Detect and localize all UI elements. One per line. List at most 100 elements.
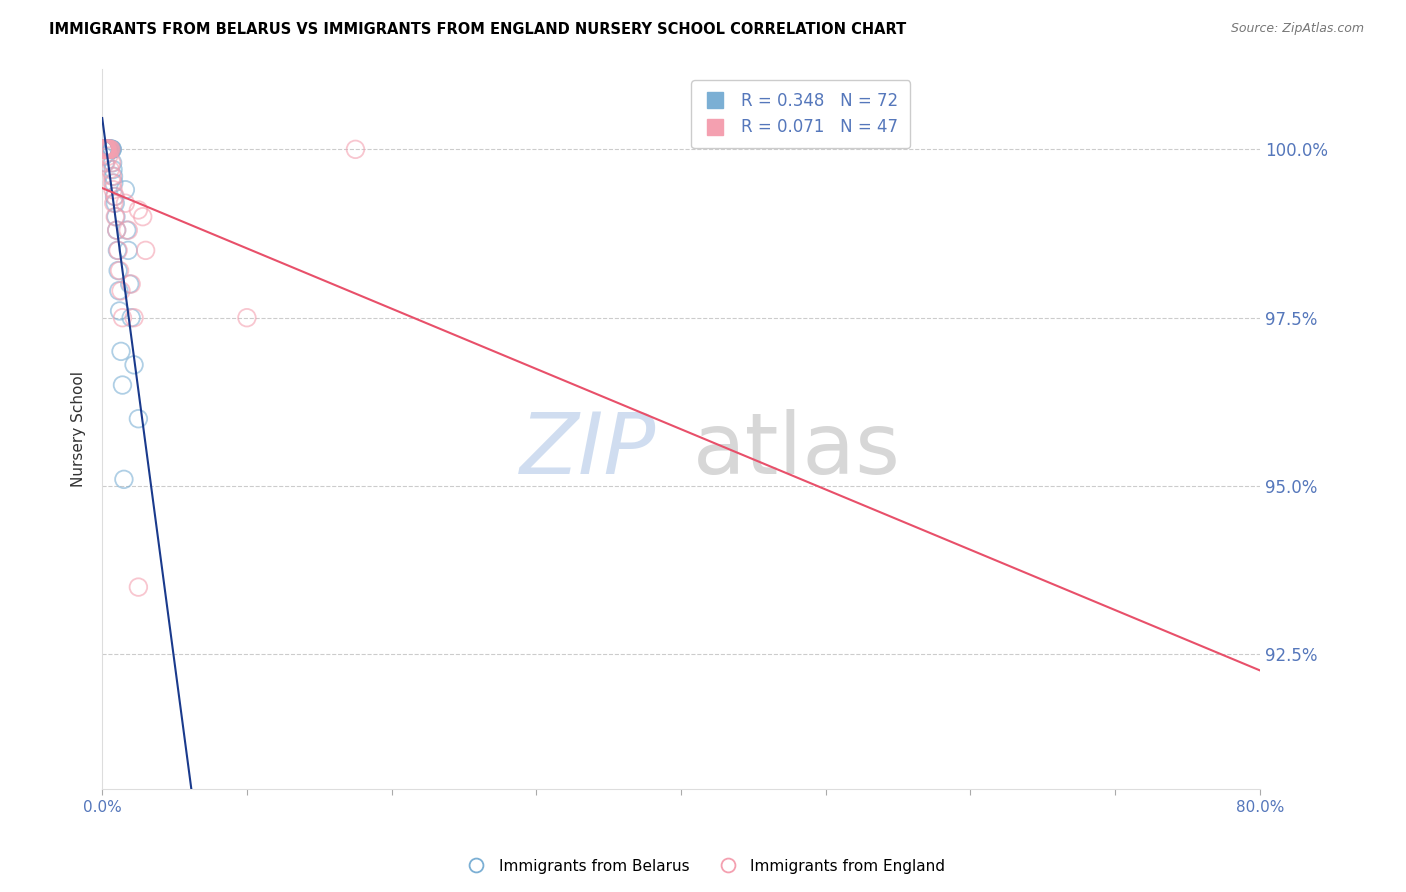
Point <box>96 142 118 156</box>
Point <box>108 263 131 277</box>
Point <box>93 142 115 156</box>
Point <box>93 142 115 156</box>
Point <box>96 142 118 156</box>
Point <box>94 142 117 156</box>
Point <box>94 142 117 156</box>
Point <box>96 142 118 156</box>
Point <box>93 149 115 163</box>
Legend: R = 0.348   N = 72, R = 0.071   N = 47: R = 0.348 N = 72, R = 0.071 N = 47 <box>692 80 910 148</box>
Point <box>110 344 132 359</box>
Point <box>93 142 115 156</box>
Point <box>110 284 132 298</box>
Point <box>93 142 115 156</box>
Point <box>93 142 115 156</box>
Point <box>93 142 115 156</box>
Point <box>97 142 120 156</box>
Point <box>111 378 134 392</box>
Point <box>98 142 121 156</box>
Point <box>96 142 118 156</box>
Point <box>135 244 157 258</box>
Point <box>94 142 117 156</box>
Point <box>97 142 120 156</box>
Point <box>98 142 121 156</box>
Point <box>101 142 124 156</box>
Point <box>97 149 120 163</box>
Point <box>100 156 122 170</box>
Point <box>104 210 127 224</box>
Point <box>93 142 115 156</box>
Point <box>94 142 117 156</box>
Point <box>96 142 118 156</box>
Point <box>91 142 114 156</box>
Point <box>127 202 149 217</box>
Point <box>94 156 117 170</box>
Point <box>96 142 118 156</box>
Point <box>93 142 115 156</box>
Point <box>94 142 117 156</box>
Point <box>132 210 155 224</box>
Point <box>344 142 367 156</box>
Point <box>96 142 118 156</box>
Point <box>94 142 117 156</box>
Point <box>96 142 118 156</box>
Point <box>93 142 115 156</box>
Point <box>100 142 122 156</box>
Point <box>97 142 120 156</box>
Point <box>103 176 125 190</box>
Point <box>104 196 127 211</box>
Point <box>104 210 127 224</box>
Point <box>94 142 117 156</box>
Point <box>94 142 117 156</box>
Point <box>105 223 128 237</box>
Point <box>107 244 129 258</box>
Point <box>104 189 127 203</box>
Point <box>120 310 142 325</box>
Point <box>98 142 121 156</box>
Point <box>117 223 139 237</box>
Point <box>101 156 124 170</box>
Point <box>93 142 115 156</box>
Point <box>105 223 128 237</box>
Point <box>118 277 141 291</box>
Point <box>96 142 118 156</box>
Point <box>98 142 121 156</box>
Point <box>98 162 121 177</box>
Text: Source: ZipAtlas.com: Source: ZipAtlas.com <box>1230 22 1364 36</box>
Text: IMMIGRANTS FROM BELARUS VS IMMIGRANTS FROM ENGLAND NURSERY SCHOOL CORRELATION CH: IMMIGRANTS FROM BELARUS VS IMMIGRANTS FR… <box>49 22 907 37</box>
Point <box>98 142 121 156</box>
Point <box>127 411 149 425</box>
Point <box>93 142 115 156</box>
Text: ZIP: ZIP <box>520 409 657 492</box>
Point <box>122 310 145 325</box>
Point <box>101 142 124 156</box>
Point <box>103 169 125 184</box>
Point <box>91 142 114 156</box>
Point <box>127 580 149 594</box>
Point <box>96 142 118 156</box>
Point <box>103 189 125 203</box>
Point <box>101 176 124 190</box>
Point <box>108 304 131 318</box>
Point <box>100 142 122 156</box>
Point <box>96 142 118 156</box>
Point <box>103 196 125 211</box>
Point <box>100 142 122 156</box>
Point <box>94 142 117 156</box>
Point <box>97 142 120 156</box>
Point <box>97 142 120 156</box>
Text: atlas: atlas <box>693 409 901 492</box>
Point <box>98 142 121 156</box>
Point <box>236 310 259 325</box>
Point <box>93 142 115 156</box>
Point <box>101 183 124 197</box>
Point <box>96 142 118 156</box>
Point <box>122 358 145 372</box>
Point <box>94 156 117 170</box>
Point <box>107 263 129 277</box>
Point <box>93 142 115 156</box>
Point <box>115 223 138 237</box>
Point <box>94 142 117 156</box>
Point <box>93 142 115 156</box>
Point <box>100 142 122 156</box>
Point <box>96 142 118 156</box>
